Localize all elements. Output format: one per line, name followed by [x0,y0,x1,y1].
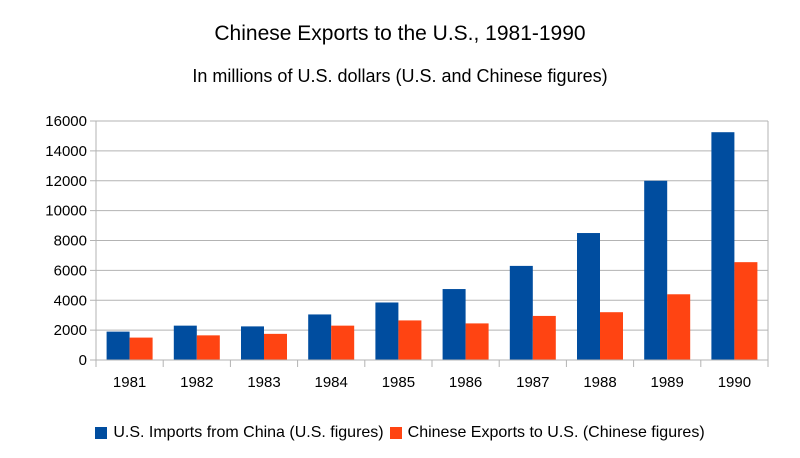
bar-chinese-exports-1985 [398,320,422,360]
bar-chinese-exports-1984 [331,325,355,360]
bar-chinese-exports-1990 [734,262,758,360]
chart-title: Chinese Exports to the U.S., 1981-1990 [214,22,586,45]
y-tick-label: 4000 [54,292,87,309]
x-tick-label-1982: 1982 [180,374,213,391]
bar-chinese-exports-1987 [532,315,556,360]
x-tick-label-1985: 1985 [382,374,415,391]
bar-chinese-exports-1983 [264,333,287,360]
legend-item-chinese-exports: Chinese Exports to U.S. (Chinese figures… [389,424,705,442]
y-tick-label: 6000 [54,262,87,279]
x-tick-label-1987: 1987 [516,374,549,391]
y-tick-label: 2000 [54,322,87,339]
y-tick-label: 14000 [45,143,87,160]
bar-us-imports-1990 [711,132,735,360]
x-tick-label-1990: 1990 [718,374,751,391]
bar-chinese-exports-1982 [196,335,220,360]
y-tick-label: 16000 [45,113,87,130]
y-tick-label: 0 [79,352,87,369]
legend-swatch-us-imports [95,427,108,439]
bar-us-imports-1989 [644,180,668,360]
bar-chinese-exports-1981 [129,337,153,360]
bar-chinese-exports-1986 [465,323,489,360]
y-tick-label: 10000 [45,203,87,220]
bar-chinese-exports-1988 [600,312,623,360]
legend-label-chinese-exports: Chinese Exports to U.S. (Chinese figures… [407,424,705,441]
x-tick-label-1989: 1989 [651,374,684,391]
x-tick-label-1983: 1983 [247,374,280,391]
x-tick-label-1988: 1988 [583,374,616,391]
x-tick-label-1981: 1981 [113,374,146,391]
y-tick-label: 12000 [45,173,87,190]
x-tick-label-1986: 1986 [449,374,482,391]
bar-us-imports-1986 [442,289,466,360]
y-tick-label: 8000 [54,233,87,250]
bar-us-imports-1983 [241,326,264,360]
legend-item-us-imports: U.S. Imports from China (U.S. figures) [95,424,384,442]
bar-us-imports-1988 [577,233,600,360]
bar-us-imports-1984 [308,314,332,360]
bar-us-imports-1982 [173,325,197,360]
legend-swatch-chinese-exports [389,427,402,439]
bar-us-imports-1981 [106,331,130,360]
chart-subtitle: In millions of U.S. dollars (U.S. and Ch… [192,66,608,86]
bar-us-imports-1985 [375,302,399,360]
x-tick-label-1984: 1984 [315,374,348,391]
bar-chinese-exports-1989 [667,294,691,360]
chart-legend: U.S. Imports from China (U.S. figures) C… [0,424,800,442]
bar-us-imports-1987 [509,265,533,360]
legend-label-us-imports: U.S. Imports from China (U.S. figures) [113,424,384,441]
